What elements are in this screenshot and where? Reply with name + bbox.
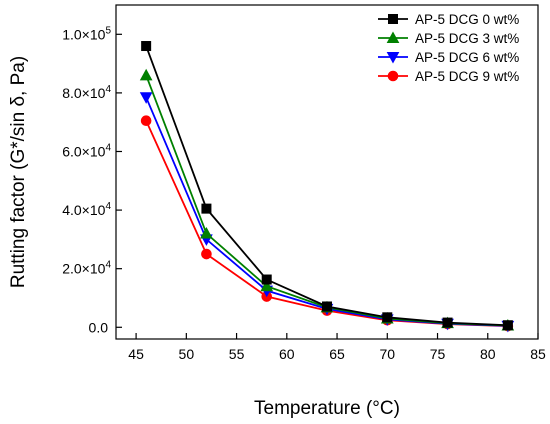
y-tick-label: 0.0 — [89, 319, 109, 335]
legend-item: AP-5 DCG 9 wt% — [378, 69, 519, 84]
y-tick-mantissa: 0.0 — [89, 319, 109, 335]
data-point — [201, 248, 212, 260]
y-tick-label: 6.0×104 — [62, 142, 111, 159]
y-tick-label: 2.0×104 — [62, 260, 111, 277]
series-4 — [140, 115, 514, 332]
legend-label: AP-5 DCG 9 wt% — [415, 69, 519, 84]
y-tick-label: 1.0×105 — [62, 25, 111, 42]
legend-item: AP-5 DCG 6 wt% — [378, 50, 519, 65]
series-1 — [141, 41, 513, 331]
x-tick-label: 80 — [480, 346, 496, 362]
x-tick-label: 45 — [128, 346, 144, 362]
y-tick-exponent: 4 — [105, 260, 111, 271]
data-point — [261, 274, 272, 285]
y-tick-mantissa: 1.0×10 — [62, 26, 105, 42]
x-axis-title: Temperature (°C) — [254, 398, 400, 419]
series-3 — [139, 92, 515, 333]
y-tick-exponent: 4 — [105, 201, 111, 212]
series-layer — [139, 41, 515, 333]
y-tick-label: 4.0×104 — [62, 201, 111, 218]
data-point — [201, 203, 212, 214]
x-tick-label: 55 — [229, 346, 245, 362]
data-point — [442, 317, 453, 328]
data-point — [141, 41, 152, 52]
x-tick-label: 50 — [179, 346, 195, 362]
legend-item: AP-5 DCG 3 wt% — [378, 31, 519, 46]
y-axis-title: Rutting factor (G*/sin δ, Pa) — [8, 56, 29, 288]
legend-label: AP-5 DCG 6 wt% — [415, 50, 519, 65]
y-tick-mantissa: 6.0×10 — [62, 143, 105, 159]
series-line — [145, 74, 508, 327]
data-point — [139, 68, 153, 81]
y-tick-mantissa: 4.0×10 — [62, 202, 105, 218]
x-tick-label: 70 — [379, 346, 395, 362]
x-tick-label: 60 — [279, 346, 295, 362]
data-point — [200, 226, 213, 239]
x-tick-label: 85 — [530, 346, 546, 362]
data-point — [260, 279, 274, 292]
y-tick-label: 8.0×104 — [62, 84, 111, 101]
data-point — [140, 115, 152, 127]
data-point — [322, 301, 332, 312]
legend-label: AP-5 DCG 0 wt% — [415, 12, 519, 27]
y-tick-exponent: 5 — [105, 25, 111, 36]
y-tick-mantissa: 8.0×10 — [62, 85, 105, 101]
series-line — [145, 96, 508, 327]
axis-ticks: 45 50 55 60 65 70 75 80 850.02.0×1044.0×1046.0×1… — [62, 25, 546, 362]
y-tick-exponent: 4 — [105, 84, 111, 95]
x-tick-label: 75 — [430, 346, 446, 362]
legend-marker — [386, 52, 400, 64]
y-tick-exponent: 4 — [105, 142, 111, 153]
legend: AP-5 DCG 0 wt% AP-5 DCG 3 wt% AP-5 DCG 6 w… — [378, 12, 519, 84]
series-2 — [139, 68, 515, 331]
plot-frame — [115, 4, 539, 340]
data-point — [382, 312, 393, 323]
legend-marker — [388, 14, 398, 24]
data-point — [139, 92, 153, 104]
series-line — [145, 45, 508, 327]
legend-item: AP-5 DCG 0 wt% — [378, 12, 519, 27]
x-tick-label: 65 — [329, 346, 345, 362]
y-tick-mantissa: 2.0×10 — [62, 261, 105, 277]
legend-marker — [386, 31, 400, 43]
legend-marker — [387, 70, 399, 82]
legend-label: AP-5 DCG 3 wt% — [415, 31, 519, 46]
data-point — [502, 320, 513, 331]
